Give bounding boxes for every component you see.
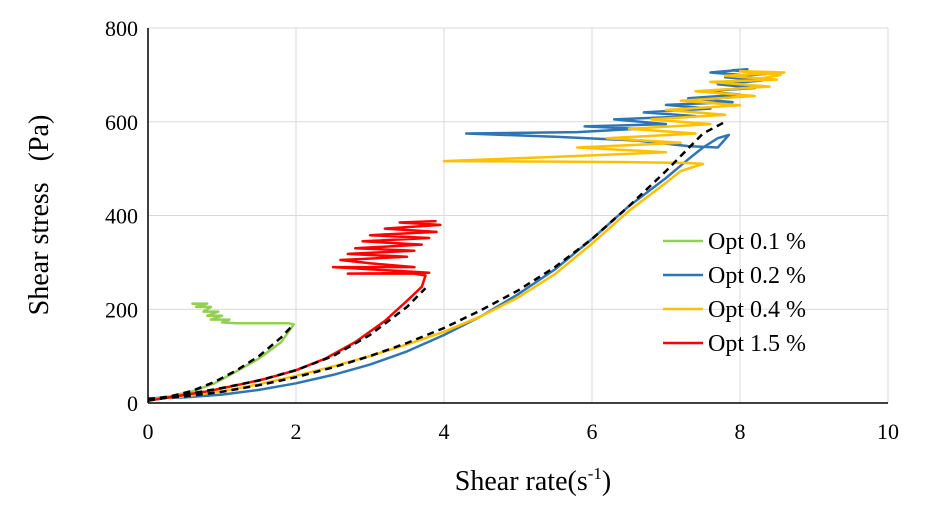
series-line-2	[147, 68, 768, 400]
legend-label: Opt 0.1 %	[708, 229, 806, 255]
series-line-1	[147, 302, 296, 401]
legend-label: Opt 0.2 %	[708, 263, 806, 289]
y-tick-label: 400	[105, 204, 138, 229]
y-axis-title: Shear stress (Pa)	[24, 115, 55, 316]
legend-label: Opt 1.5 %	[708, 331, 806, 357]
y-tick-label: 800	[105, 16, 138, 41]
y-tick-label: 200	[105, 297, 138, 322]
fit-curves	[147, 120, 726, 402]
x-tick-label: 4	[439, 419, 450, 444]
x-tick-label: 2	[291, 419, 302, 444]
x-tick-label: 0	[143, 419, 154, 444]
fit-curve-2	[147, 287, 427, 402]
series-line-4	[147, 219, 442, 402]
y-tick-label: 0	[127, 391, 138, 416]
series-line-3	[147, 69, 786, 401]
fit-curve-3	[147, 120, 726, 401]
y-tick-label: 600	[105, 110, 138, 135]
x-tick-label: 10	[877, 419, 899, 444]
legend: Opt 0.1 % Opt 0.2 % Opt 0.4 % Opt 1.5 %	[663, 229, 806, 357]
tick-labels: 0 2 4 6 8 10 0 200 400 600 800	[105, 16, 899, 444]
x-tick-label: 8	[735, 419, 746, 444]
x-axis-title: Shear rate(s-1)	[455, 464, 611, 497]
series-lines	[147, 68, 786, 402]
x-tick-label: 6	[587, 419, 598, 444]
axes	[147, 28, 888, 404]
legend-label: Opt 0.4 %	[708, 297, 806, 323]
